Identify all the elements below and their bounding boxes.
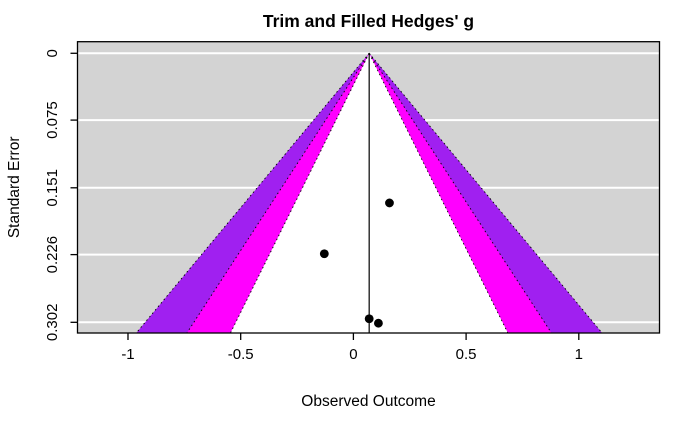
y-tick-label: 0.302 bbox=[44, 304, 61, 342]
x-tick-label: 0 bbox=[349, 346, 357, 363]
x-tick-label: 1 bbox=[575, 346, 583, 363]
axis-ticks-and-labels: -1 -0.5 0 0.5 1 0 0.075 0.151 0.226 0.302 bbox=[44, 49, 583, 363]
chart-title: Trim and Filled Hedges' g bbox=[263, 11, 474, 31]
data-point bbox=[385, 198, 394, 208]
y-tick-label: 0.226 bbox=[44, 236, 61, 274]
x-tick-label: -1 bbox=[121, 346, 134, 363]
y-axis-label: Standard Error bbox=[6, 137, 23, 239]
data-point bbox=[364, 314, 374, 324]
y-tick-label: 0 bbox=[44, 49, 61, 57]
x-tick-label: 0.5 bbox=[456, 346, 477, 363]
data-point bbox=[374, 318, 383, 328]
data-points bbox=[319, 198, 394, 328]
y-tick-label: 0.151 bbox=[44, 169, 61, 207]
data-point bbox=[319, 249, 329, 259]
x-tick-label: -0.5 bbox=[228, 346, 254, 363]
y-tick-label: 0.075 bbox=[44, 101, 61, 139]
x-axis-label: Observed Outcome bbox=[301, 393, 435, 410]
